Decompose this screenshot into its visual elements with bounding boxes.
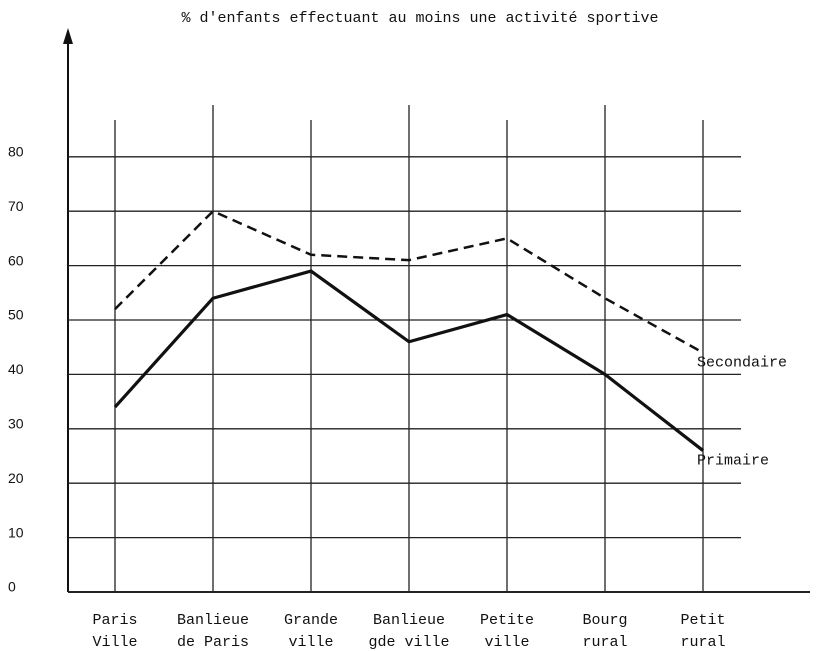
x-tick-label: Banlieue de Paris	[177, 612, 249, 651]
x-tick-label: Petit rural	[680, 612, 725, 651]
series-line	[114, 209, 704, 354]
y-tick-label: 30	[8, 416, 24, 432]
y-tick-label: 60	[8, 252, 24, 268]
y-tick-label: 40	[8, 361, 24, 377]
series-label: Primaire	[697, 453, 769, 470]
y-tick-label: 20	[8, 470, 24, 486]
chart-title: % d'enfants effectuant au moins une acti…	[181, 10, 658, 27]
y-axis-arrow	[63, 28, 73, 44]
x-tick-label: Petite ville	[480, 612, 534, 651]
x-tick-label: Grande ville	[284, 612, 338, 651]
x-tick-label: Bourg rural	[582, 612, 627, 651]
y-tick-label: 50	[8, 307, 24, 323]
y-tick-label: 70	[8, 198, 24, 214]
series-line	[113, 269, 704, 452]
y-tick-label: 0	[8, 579, 16, 595]
y-tick-label: 80	[8, 144, 24, 160]
x-tick-label: Banlieue gde ville	[368, 612, 449, 651]
x-tick-label: Paris Ville	[92, 612, 137, 651]
series-label: Secondaire	[697, 355, 787, 372]
y-tick-label: 10	[8, 524, 24, 540]
